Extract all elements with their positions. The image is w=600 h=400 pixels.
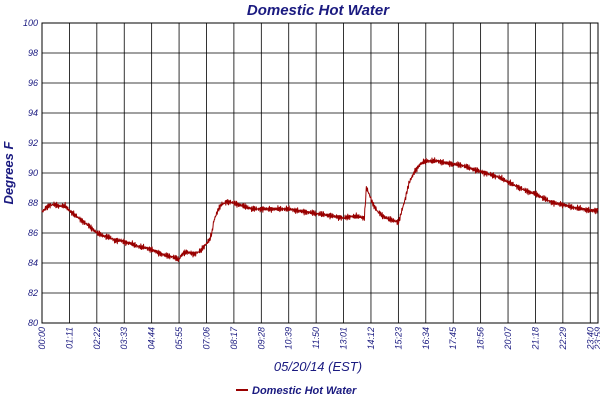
- series-layer: [41, 157, 599, 262]
- x-tick-label: 22:29: [558, 327, 568, 351]
- legend-label: Domestic Hot Water: [252, 385, 357, 397]
- chart-title: Domestic Hot Water: [247, 2, 390, 19]
- y-tick-label: 98: [28, 48, 38, 58]
- x-tick-label: 18:56: [476, 327, 486, 350]
- y-tick-label: 92: [28, 138, 38, 148]
- x-tick-label: 16:34: [421, 327, 431, 350]
- x-tick-label: 23:59: [593, 327, 600, 351]
- x-tick-label: 07:06: [201, 327, 211, 350]
- y-tick-label: 80: [28, 318, 38, 328]
- x-tick-label: 09:28: [256, 327, 266, 350]
- x-tick-label: 17:45: [448, 326, 458, 350]
- x-tick-labels: 00:00 01:11 02:22 03:33 04:44 05:55 07:06 08:17…: [37, 326, 600, 351]
- y-axis-label: Degrees F: [1, 141, 16, 205]
- x-tick-label: 21:18: [530, 327, 540, 351]
- x-tick-label: 20:07: [503, 326, 513, 351]
- y-tick-label: 88: [28, 198, 38, 208]
- legend: Domestic Hot Water: [236, 385, 357, 397]
- x-tick-label: 13:01: [339, 327, 349, 350]
- x-axis-label: 05/20/14 (EST): [274, 359, 362, 374]
- x-tick-label: 05:55: [174, 326, 184, 350]
- y-tick-label: 86: [28, 228, 38, 238]
- x-tick-label: 03:33: [119, 327, 129, 350]
- x-tick-label: 02:22: [92, 327, 102, 350]
- y-tick-label: 96: [28, 78, 38, 88]
- y-tick-labels: 80 82 84 86 88 90 92 94 96 98 100: [23, 18, 38, 328]
- y-tick-label: 100: [23, 18, 38, 28]
- gridlines: [41, 22, 599, 324]
- x-tick-label: 04:44: [147, 327, 157, 350]
- y-tick-label: 82: [28, 288, 38, 298]
- plot-frame: [41, 22, 599, 324]
- y-tick-label: 94: [28, 108, 38, 118]
- x-tick-label: 14:12: [366, 327, 376, 350]
- y-tick-label: 90: [28, 168, 38, 178]
- x-tick-label: 08:17: [229, 326, 239, 350]
- x-tick-label: 11:50: [311, 327, 321, 349]
- x-tick-label: 01:11: [64, 327, 74, 349]
- series-line: [41, 157, 599, 262]
- y-tick-label: 84: [28, 258, 38, 268]
- x-tick-label: 15:23: [393, 327, 403, 350]
- x-tick-label: 23:40: [585, 327, 595, 351]
- x-tick-label: 10:39: [284, 327, 294, 350]
- x-tick-label: 00:00: [37, 327, 47, 350]
